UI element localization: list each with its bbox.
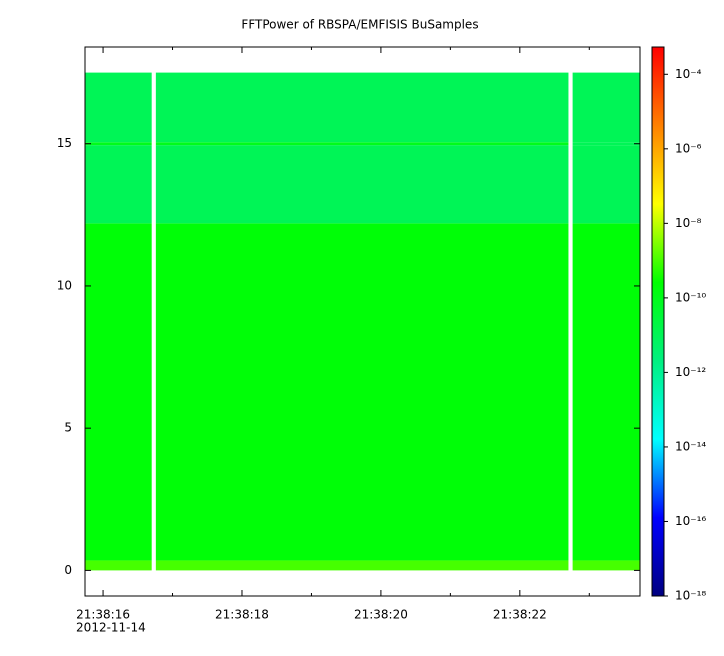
x-tick-label: 21:38:22 xyxy=(493,608,547,622)
colorbar-tick-label: 10⁻¹⁸ xyxy=(675,589,706,603)
colorbar xyxy=(651,46,665,597)
date-label: 2012-11-14 xyxy=(76,621,146,635)
y-tick-label: 5 xyxy=(64,421,72,435)
spectrogram-cell xyxy=(572,560,640,571)
spectrogram-cell xyxy=(572,223,640,561)
spectrogram-cell xyxy=(155,560,569,571)
spectrogram-cell xyxy=(85,560,152,571)
spectrogram-cell xyxy=(572,145,640,224)
x-tick-label: 21:38:18 xyxy=(215,608,269,622)
spectrogram-cell xyxy=(85,223,152,561)
y-tick-label: 15 xyxy=(57,136,72,150)
x-tick-label: 21:38:20 xyxy=(354,608,408,622)
colorbar-tick-label: 10⁻⁴ xyxy=(675,67,702,81)
y-tick-label: 10 xyxy=(57,278,72,292)
spectrogram-cell xyxy=(155,145,569,224)
colorbar-tick-label: 10⁻¹² xyxy=(675,365,706,379)
colorbar-tick-label: 10⁻¹⁴ xyxy=(675,439,706,453)
colorbar-tick-label: 10⁻⁸ xyxy=(675,216,702,230)
colorbar-tick-label: 10⁻⁶ xyxy=(675,141,702,155)
colorbar-tick-label: 10⁻¹⁶ xyxy=(675,514,706,528)
chart-title: FFTPower of RBSPA/EMFISIS BuSamples xyxy=(241,18,478,32)
x-tick-label: 21:38:16 xyxy=(76,608,130,622)
plot-frame xyxy=(84,46,641,597)
y-tick-label: 0 xyxy=(64,563,72,577)
spectrogram-cell xyxy=(85,145,152,224)
spectrogram-cell xyxy=(85,142,152,146)
spectrogram-cell xyxy=(572,142,640,146)
spectrogram-cell xyxy=(155,142,569,146)
colorbar-tick-label: 10⁻¹⁰ xyxy=(675,290,706,304)
spectrogram-cell xyxy=(85,72,152,143)
spectrogram-cell xyxy=(155,72,569,143)
spectrogram-cell xyxy=(155,223,569,561)
spectrogram-cell xyxy=(572,72,640,143)
